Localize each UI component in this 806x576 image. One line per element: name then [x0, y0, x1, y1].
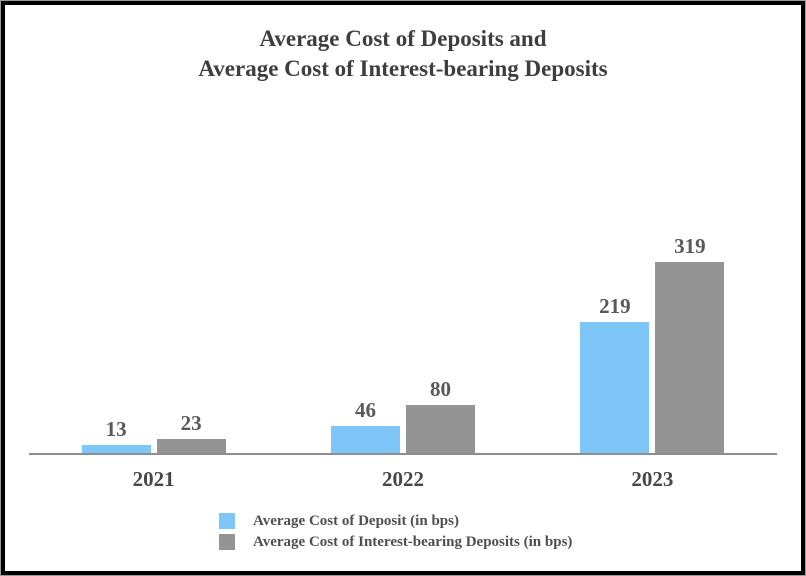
chart-title: Average Cost of Deposits and Average Cos…: [0, 24, 806, 84]
bar-value-label: 319: [674, 234, 706, 258]
chart-title-line-2: Average Cost of Interest-bearing Deposit…: [198, 56, 608, 81]
x-axis-line: [29, 453, 777, 455]
bar-group-2023: 219 319: [528, 229, 777, 453]
chart-title-line-1: Average Cost of Deposits and: [259, 26, 547, 51]
bar-group-2021: 13 23: [29, 229, 278, 453]
bar-column-series2-2022: 80: [405, 377, 475, 453]
legend-swatch-icon: [219, 513, 235, 529]
bar-value-label: 46: [354, 398, 376, 422]
legend: Average Cost of Deposit (in bps) Average …: [219, 513, 572, 555]
bar: [655, 262, 725, 453]
x-axis-label-2021: 2021: [132, 467, 175, 491]
legend-swatch-icon: [219, 534, 235, 550]
bar-value-label: 80: [429, 377, 451, 401]
x-axis-label-2023: 2023: [631, 467, 674, 491]
bar-column-series2-2021: 23: [156, 411, 226, 453]
x-axis-label-2022: 2022: [381, 467, 424, 491]
bar: [156, 439, 226, 453]
legend-label: Average Cost of Deposit (in bps): [253, 512, 459, 529]
bar-column-series1-2021: 13: [81, 417, 151, 453]
bar-value-label: 219: [599, 294, 631, 318]
bar: [330, 426, 400, 453]
bar-column-series2-2023: 319: [655, 234, 725, 453]
plot-area: 13 23 46 80 219 319: [29, 229, 777, 453]
bar: [580, 322, 650, 453]
legend-item: Average Cost of Interest-bearing Deposit…: [219, 534, 572, 550]
bar-group-2022: 46 80: [278, 229, 527, 453]
legend-label: Average Cost of Interest-bearing Deposit…: [253, 533, 573, 550]
bar: [81, 445, 151, 453]
bar-column-series1-2023: 219: [580, 294, 650, 453]
bar: [405, 405, 475, 453]
x-axis-labels: 2021 2022 2023: [29, 467, 777, 492]
legend-item: Average Cost of Deposit (in bps): [219, 513, 572, 529]
bar-value-label: 13: [105, 417, 127, 441]
bar-value-label: 23: [180, 411, 202, 435]
bar-column-series1-2022: 46: [330, 398, 400, 453]
